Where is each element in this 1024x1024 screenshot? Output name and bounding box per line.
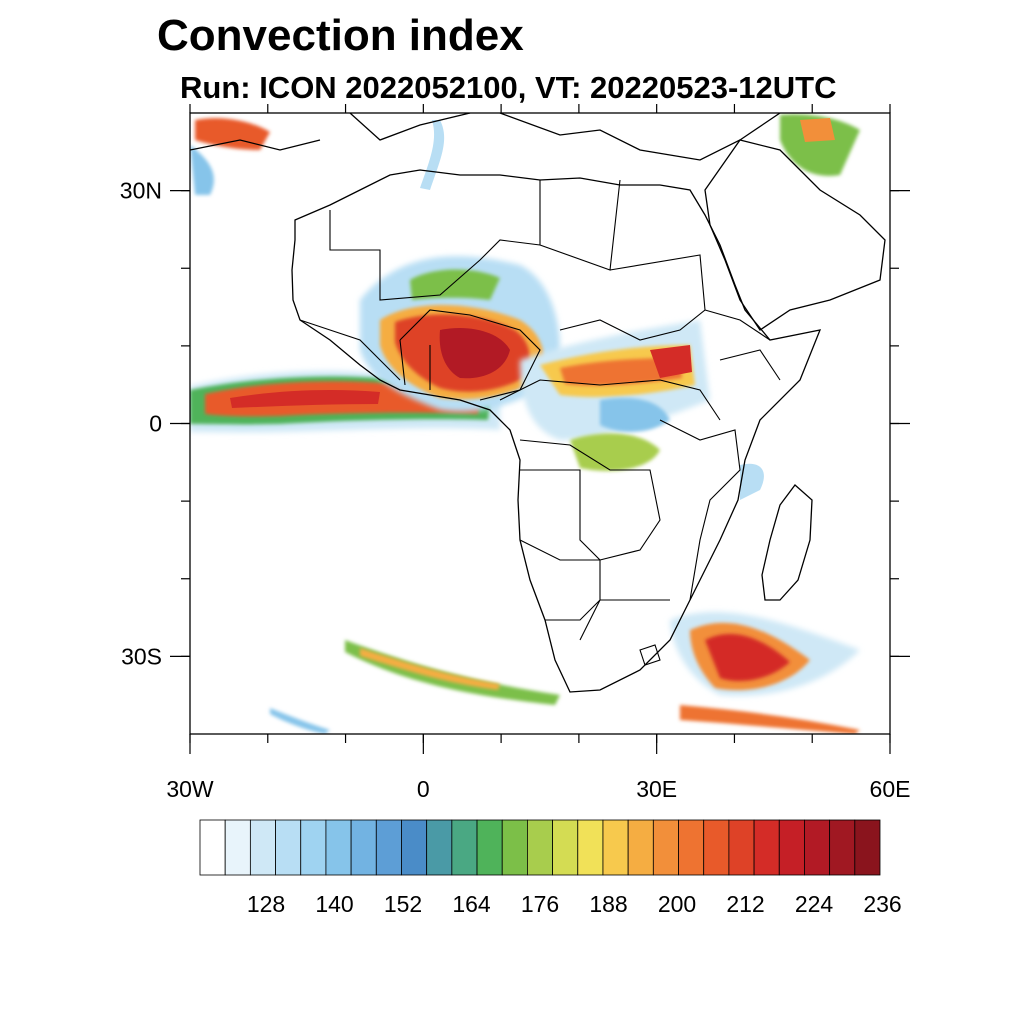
colorbar-label: 188 [589, 891, 627, 917]
colorbar-swatch [325, 819, 352, 876]
madagascar-outline [761, 484, 813, 601]
map-subtitle: Run: ICON 2022052100, VT: 20220523-12UTC [180, 70, 837, 105]
map-title: Convection index [157, 11, 524, 60]
colorbar-swatch [678, 819, 705, 876]
colorbar-swatch [501, 819, 528, 876]
colorbar-swatch [854, 819, 881, 876]
colorbar-label: 152 [384, 891, 422, 917]
border-libya-egypt [539, 179, 621, 271]
colorbar-swatch [728, 819, 755, 876]
colorbar-swatch [829, 819, 856, 876]
colorbar-swatch [426, 819, 453, 876]
country-borders [299, 179, 781, 666]
arabia-outline [704, 139, 886, 331]
land-outlines [190, 113, 886, 693]
convection-southern-ocean [270, 640, 860, 734]
axis-layer: 30N 0 30S 30W 0 30E 60E [120, 104, 911, 802]
lon-tick-label: 30W [166, 776, 214, 802]
europe-coast [349, 113, 781, 161]
colorbar-label: 164 [452, 891, 491, 917]
convection-west-africa [360, 256, 560, 412]
colorbar-swatch [703, 819, 730, 876]
colorbar-swatch [804, 819, 831, 876]
colorbar-swatch [476, 819, 503, 876]
colorbar-label: 212 [726, 891, 764, 917]
convection-north [190, 114, 860, 500]
colorbar-label: 176 [521, 891, 559, 917]
colorbar-swatch [627, 819, 654, 876]
colorbar-swatch [652, 819, 679, 876]
lat-tick-label: 30S [121, 643, 162, 669]
colorbar-swatch [527, 819, 553, 876]
border-sudan [559, 254, 706, 341]
lon-tick-label: 30E [636, 776, 677, 802]
colorbar-swatch [249, 819, 276, 876]
lon-tick-label: 0 [417, 776, 430, 802]
colorbar-swatch [753, 819, 780, 876]
iberia-coast [190, 139, 321, 151]
lat-tick-label: 0 [149, 411, 162, 437]
colorbar-label: 200 [658, 891, 696, 917]
lon-tick-label: 60E [870, 776, 911, 802]
colorbar-swatch [552, 819, 579, 876]
colorbar-label: 140 [315, 891, 353, 917]
border-congo [519, 439, 661, 561]
border-east-africa [659, 419, 741, 601]
colorbar: 128 140 152 164 176 188 200 212 224 236 [199, 819, 902, 917]
africa-coastline [291, 169, 822, 693]
map-plot-area [190, 113, 890, 734]
colorbar-swatch [602, 819, 629, 876]
convection-central-africa [520, 320, 710, 471]
colorbar-swatch [778, 819, 805, 876]
colorbar-swatch [401, 819, 428, 876]
border-namibia-sa [545, 599, 670, 621]
convection-field [190, 114, 860, 734]
border-angola [520, 469, 601, 641]
border-algeria-mali [329, 210, 541, 301]
colorbar-swatch [577, 819, 604, 876]
colorbar-label: 236 [863, 891, 901, 917]
colorbar-swatch [199, 819, 226, 876]
colorbar-label: 224 [795, 891, 834, 917]
border-west-africa [299, 319, 431, 390]
border-central [499, 379, 721, 421]
colorbar-swatch [275, 819, 302, 876]
colorbar-label: 128 [247, 891, 285, 917]
lesotho-outline [639, 644, 661, 666]
lat-tick-label: 30N [120, 178, 162, 204]
convection-southeast [670, 611, 860, 696]
colorbar-swatch [350, 819, 377, 876]
colorbar-swatch [375, 819, 402, 876]
colorbar-swatch [451, 819, 478, 876]
border-horn [704, 309, 781, 381]
colorbar-swatch [300, 819, 327, 876]
colorbar-swatch [224, 819, 251, 876]
